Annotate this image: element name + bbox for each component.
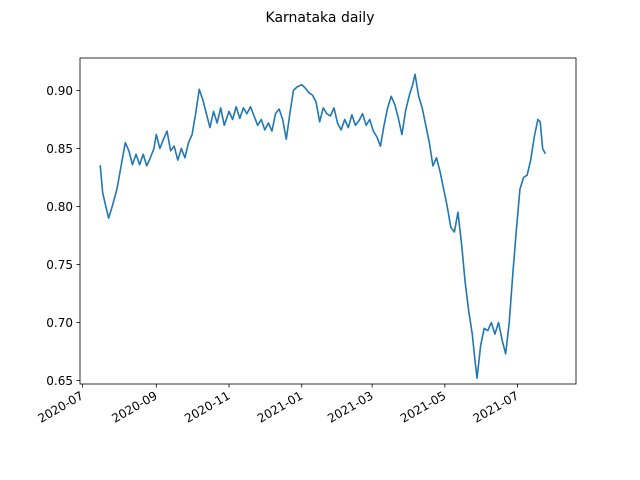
x-tick-label: 2021-01	[255, 388, 305, 425]
series-line-0	[99, 73, 546, 379]
y-tick-label: 0.75	[46, 258, 73, 272]
x-tick-label: 2021-03	[325, 388, 375, 425]
y-tick-label: 0.85	[46, 142, 73, 156]
x-tick-label: 2021-05	[398, 388, 448, 425]
x-tick-label: 2020-09	[109, 388, 159, 425]
x-tick-label: 2020-07	[35, 388, 85, 425]
y-tick-label: 0.80	[46, 200, 73, 214]
x-tick-label: 2020-11	[182, 388, 232, 425]
y-tick-label: 0.65	[46, 374, 73, 388]
y-tick-label: 0.70	[46, 316, 73, 330]
plot-frame	[79, 57, 577, 385]
axes	[79, 57, 577, 385]
y-tick-label: 0.90	[46, 84, 73, 98]
ticks: 0.65 0.70 0.75 0.80 0.85 0.90 2020-07 2020-09 20…	[35, 84, 521, 426]
chart-title: Karnataka daily	[266, 10, 375, 26]
series-group	[99, 73, 546, 379]
x-tick-label: 2021-07	[471, 388, 521, 425]
